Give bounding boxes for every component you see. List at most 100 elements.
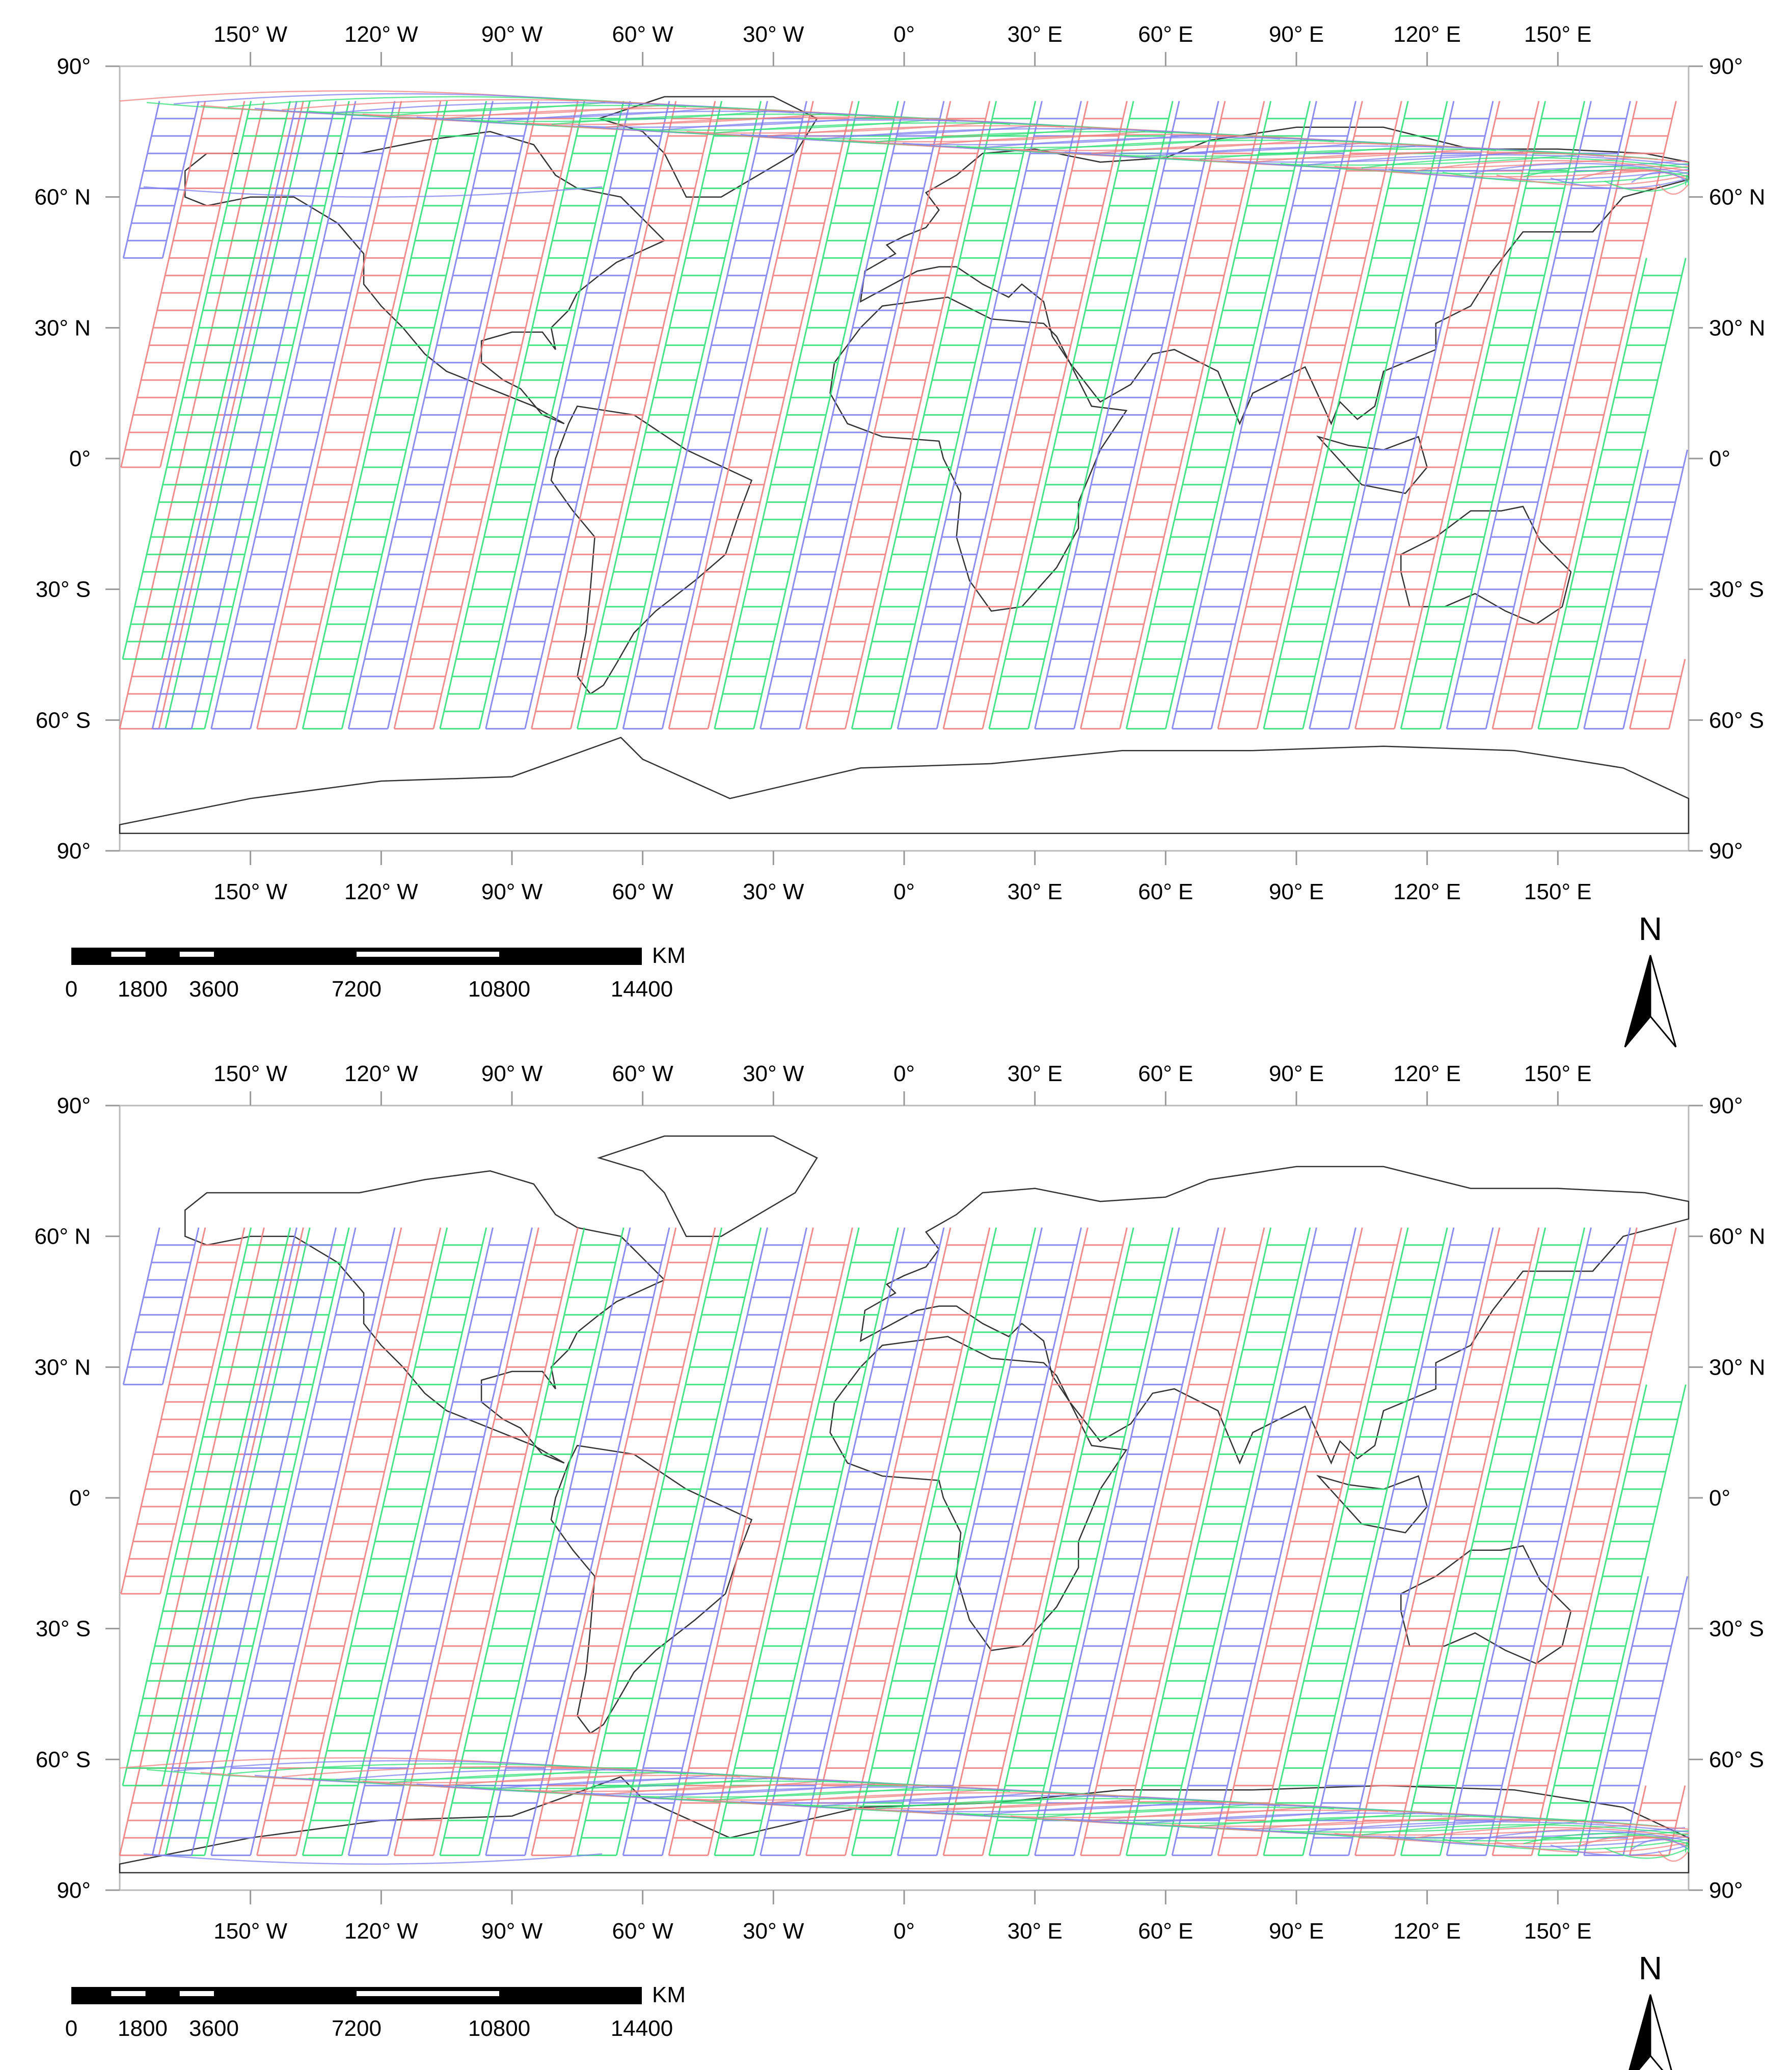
lat-label-right: 60° S: [1709, 708, 1764, 733]
north-arrow-top: N: [1624, 910, 1677, 1047]
map-frame: [119, 1105, 1690, 1891]
lon-label-top: 30° W: [743, 22, 804, 47]
north-arrow-left: [1628, 1994, 1651, 2070]
polar-overlap: [524, 1789, 984, 1801]
polar-overlap: [1253, 1818, 1689, 1830]
polar-overlap: [1118, 1821, 1578, 1833]
polar-overlap: [200, 1771, 660, 1784]
swath-outline: [576, 101, 762, 730]
polar-overlap: [1172, 157, 1632, 169]
lat-label-left: 90°: [57, 1093, 91, 1118]
swath-outline: [531, 101, 716, 730]
lon-label-bottom: 30° E: [1008, 879, 1063, 904]
swath-track: [759, 101, 945, 730]
swath-track: [714, 101, 899, 730]
lat-label-right: 0°: [1709, 446, 1730, 471]
scale-label: 14400: [611, 2016, 673, 2041]
lon-label-top: 30° E: [1008, 22, 1063, 47]
swath-outline: [897, 1227, 1082, 1857]
swath-track: [256, 1227, 442, 1857]
swath-track: [897, 101, 1082, 730]
polar-overlap: [1226, 160, 1686, 172]
swath-track: [485, 101, 670, 730]
north-arrow-right: [1649, 1994, 1672, 2070]
swath-track: [1034, 101, 1219, 730]
lat-label-left: 90°: [57, 839, 91, 864]
polar-overlap: [1631, 1838, 1689, 1850]
swath-outline: [988, 1227, 1174, 1857]
lat-label-right: 60° S: [1709, 1747, 1764, 1772]
north-label: N: [1639, 910, 1662, 947]
polar-overlap: [362, 1780, 822, 1792]
swath-track: [576, 1227, 762, 1857]
coastline: [596, 96, 818, 198]
polar-overlap: [1199, 1815, 1659, 1827]
swath-track: [988, 101, 1174, 730]
polar-overlap: [578, 125, 1038, 137]
polar-overlap: [416, 116, 876, 128]
polar-overlap: [740, 1800, 1200, 1813]
polar-overlap: [848, 140, 1308, 151]
swath-track: [897, 1227, 1082, 1857]
swath-outline: [1446, 101, 1631, 730]
polar-overlap: [470, 1786, 930, 1798]
polar-overlap: [1469, 163, 1689, 175]
polar-overlap: [146, 1769, 606, 1781]
swath-track: [576, 101, 762, 730]
coastline: [1316, 435, 1428, 494]
swath-track: [120, 101, 1686, 730]
polar-overlap: [578, 1792, 1038, 1804]
lon-label-bottom: 60° E: [1138, 879, 1193, 904]
swath-track: [759, 1227, 945, 1857]
lon-label-top: 120° E: [1393, 22, 1461, 47]
swath-outline: [1354, 1227, 1540, 1857]
polar-overlap: [1685, 1841, 1690, 1852]
swath-track: [485, 1227, 670, 1857]
swath-outline: [714, 1227, 899, 1857]
polar-overlap: [1550, 177, 1689, 189]
scale-unit: KM: [652, 1982, 686, 2007]
lon-label-bottom: 120° W: [344, 879, 418, 904]
lon-label-top: 90° E: [1269, 22, 1324, 47]
polar-overlap: [794, 1804, 1254, 1815]
lon-label-top: 90° W: [481, 1061, 543, 1086]
lon-label-bottom: 90° E: [1269, 879, 1324, 904]
scale-label: 7200: [332, 977, 382, 1002]
polar-overlap: [1361, 1824, 1689, 1836]
swath-outline: [668, 101, 853, 730]
scale-bar-segment: [179, 1991, 214, 1996]
swath-outline: [1309, 1227, 1494, 1857]
polar-overlap: [1523, 166, 1689, 177]
swath-outline: [256, 101, 442, 730]
scale-bar-top: 0 1800 3600 7200 10800 14400 KM: [65, 943, 686, 1002]
swath-track: [1354, 1227, 1540, 1857]
lon-label-bottom: 150° W: [213, 1919, 287, 1944]
swath-outline: [942, 1227, 1128, 1857]
coastlines: [119, 1135, 1690, 1874]
swath-track: [151, 1227, 337, 1857]
swath-track: [347, 1227, 533, 1857]
polar-overlap: [1307, 1821, 1689, 1833]
polar-overlap: [143, 1853, 603, 1865]
swath-track: [1125, 1227, 1311, 1857]
swath-outline: [1125, 1227, 1311, 1857]
swath-outline: [1537, 1384, 1687, 1857]
lon-label-bottom: 150° W: [213, 879, 287, 904]
polar-overlap: [1469, 1830, 1689, 1842]
graticule-ticks: [105, 52, 1703, 865]
swath-outline: [576, 1227, 762, 1857]
polar-overlap: [1334, 1833, 1689, 1845]
swath-outline: [668, 1227, 853, 1857]
polar-overlap: [1010, 1815, 1470, 1827]
swath-track: [1080, 101, 1265, 730]
polar-overlap: [470, 119, 930, 131]
polar-overlap: [1280, 1830, 1689, 1842]
lat-label-right: 0°: [1709, 1486, 1730, 1511]
lon-label-bottom: 0°: [893, 1919, 915, 1944]
swath-outline: [1400, 101, 1586, 730]
scale-label: 7200: [332, 2016, 382, 2041]
map-frame: [119, 65, 1690, 852]
polar-overlap: [956, 145, 1416, 157]
swath-track: [668, 1227, 853, 1857]
swath-track: [256, 101, 442, 730]
